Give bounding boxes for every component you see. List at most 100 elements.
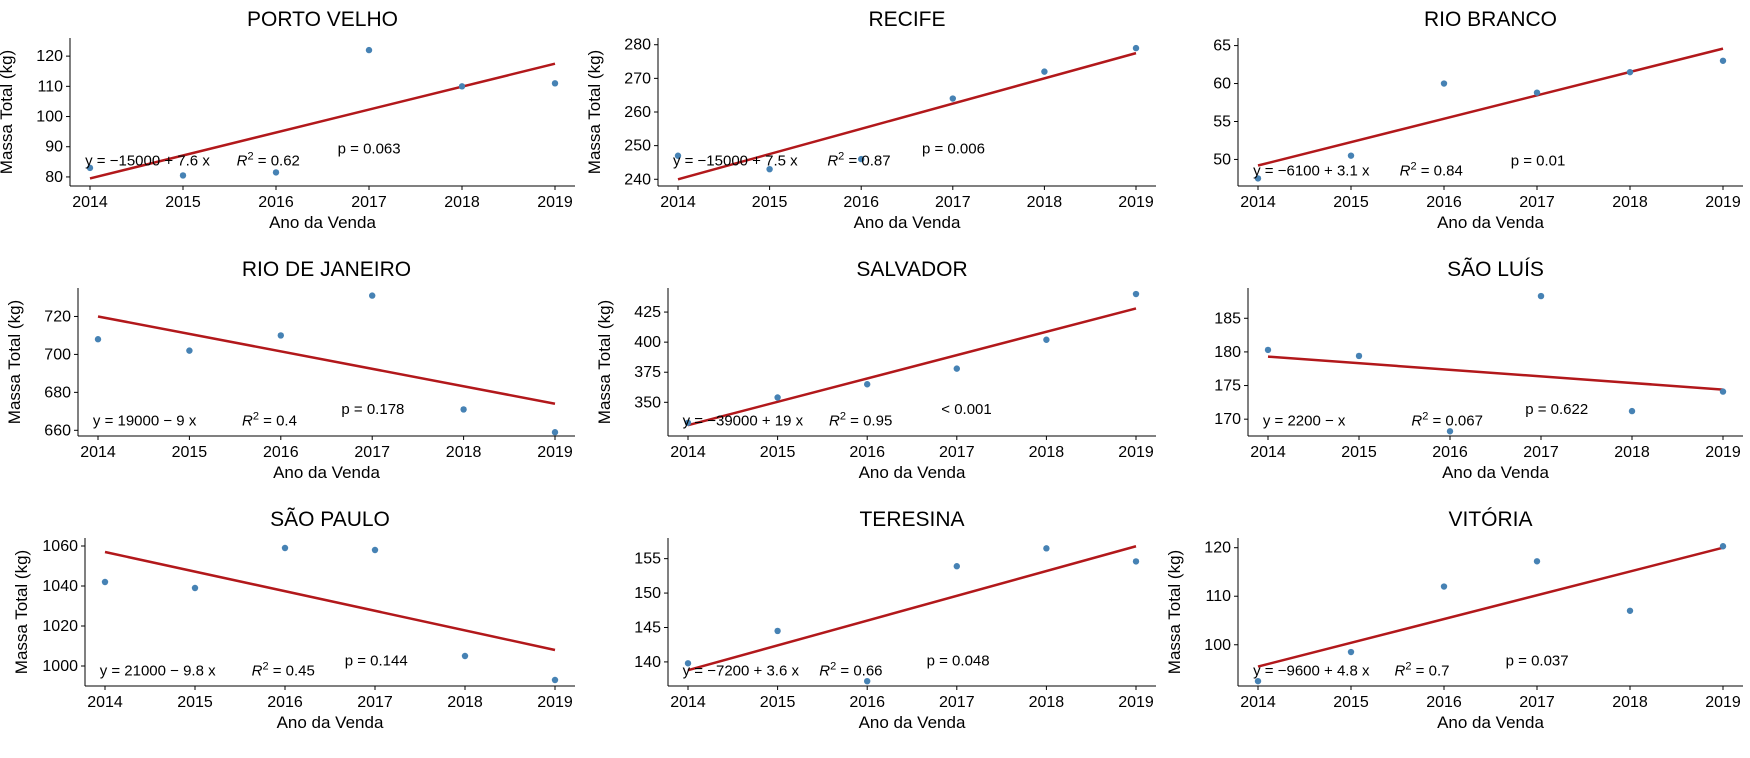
x-tick-label: 2015 <box>760 694 796 711</box>
regression-line <box>97 315 556 405</box>
regression-line <box>677 51 1137 181</box>
x-axis-label: Ano da Venda <box>273 463 380 482</box>
regression-equation: y = −7200 + 3.6 x <box>683 663 800 680</box>
x-tick-label: 2019 <box>1705 694 1741 711</box>
data-point <box>277 332 284 339</box>
r-squared-label: R2 = 0.067 <box>1411 411 1483 430</box>
y-tick-label: 140 <box>634 654 661 671</box>
y-tick-label: 110 <box>1205 588 1231 605</box>
y-tick-label: 280 <box>624 37 651 54</box>
x-axis-label: Ano da Venda <box>854 213 961 232</box>
data-point <box>1537 292 1545 300</box>
x-axis-label: Ano da Venda <box>277 713 384 732</box>
panel-title: TERESINA <box>859 508 964 531</box>
x-tick-label: 2019 <box>537 694 573 711</box>
r-squared-label: R2 = 0.84 <box>1400 161 1463 180</box>
x-tick-label: 2015 <box>760 444 796 461</box>
data-point <box>1628 407 1636 415</box>
y-tick-label: 425 <box>634 304 661 321</box>
x-tick-label: 2018 <box>446 444 482 461</box>
chart-panel-4: RIO DE JANEIRO 660 680 700 720 2014 2015 2016 20… <box>5 258 575 482</box>
y-tick-label: 170 <box>1214 411 1241 428</box>
x-tick-label: 2014 <box>1240 694 1276 711</box>
data-point <box>1347 648 1355 656</box>
regression-line <box>687 545 1137 672</box>
x-tick-label: 2019 <box>1118 194 1154 211</box>
regression-line <box>1267 355 1724 391</box>
x-tick-label: 2018 <box>1614 444 1650 461</box>
data-point <box>1446 428 1454 435</box>
data-point <box>1719 543 1727 550</box>
x-tick-label: 2014 <box>1250 444 1286 461</box>
data-point <box>365 46 373 54</box>
x-tick-label: 2015 <box>177 694 213 711</box>
x-tick-label: 2017 <box>939 694 975 711</box>
y-tick-label: 60 <box>1213 76 1231 93</box>
p-value-label: p = 0.048 <box>927 652 990 669</box>
r-squared-label: R2 = 0.87 <box>827 150 890 169</box>
y-axis-label: Massa Total (kg) <box>5 300 24 424</box>
x-axis-label: Ano da Venda <box>859 463 966 482</box>
y-tick-label: 120 <box>36 48 63 65</box>
r-squared-label: R2 = 0.4 <box>242 411 297 430</box>
x-axis-label: Ano da Venda <box>269 213 376 232</box>
x-axis-label: Ano da Venda <box>1437 213 1544 232</box>
x-tick-label: 2014 <box>80 444 116 461</box>
x-tick-label: 2018 <box>1612 194 1648 211</box>
y-tick-label: 55 <box>1213 113 1231 130</box>
panel-title: SÃO LUÍS <box>1447 257 1544 281</box>
regression-line <box>104 550 556 652</box>
y-tick-label: 250 <box>624 138 651 155</box>
x-tick-label: 2014 <box>660 194 696 211</box>
r-squared-label: R2 = 0.66 <box>819 661 882 680</box>
x-tick-label: 2016 <box>849 444 885 461</box>
y-axis-label: Massa Total (kg) <box>0 50 16 174</box>
data-point <box>551 676 559 684</box>
x-tick-label: 2017 <box>1519 194 1555 211</box>
p-value-label: < 0.001 <box>941 401 991 418</box>
y-axis-label: Massa Total (kg) <box>595 300 614 424</box>
r-squared-label: R2 = 0.62 <box>237 150 300 169</box>
y-tick-label: 1000 <box>42 658 78 675</box>
data-point <box>766 165 773 173</box>
x-axis-label: Ano da Venda <box>859 713 966 732</box>
data-point <box>461 652 469 660</box>
regression-line <box>89 62 556 180</box>
p-value-label: p = 0.006 <box>922 140 985 157</box>
r-squared-label: R2 = 0.7 <box>1395 661 1450 680</box>
r-squared-label: R2 = 0.45 <box>252 661 315 680</box>
y-tick-label: 375 <box>634 364 661 381</box>
data-point <box>1719 57 1727 64</box>
x-tick-label: 2019 <box>537 194 573 211</box>
panel-title: RIO DE JANEIRO <box>242 258 411 281</box>
x-tick-label: 2015 <box>1333 194 1369 211</box>
data-point <box>371 546 379 554</box>
x-tick-label: 2016 <box>258 194 294 211</box>
data-point <box>1254 677 1262 685</box>
data-point <box>1533 89 1541 96</box>
x-tick-label: 2014 <box>72 194 108 211</box>
x-tick-label: 2016 <box>1432 444 1468 461</box>
x-tick-label: 2018 <box>447 694 483 711</box>
y-tick-label: 350 <box>634 394 661 411</box>
data-point <box>858 155 865 163</box>
data-point <box>1254 175 1262 182</box>
x-tick-label: 2014 <box>1240 194 1276 211</box>
data-point <box>864 677 871 685</box>
panel-title: SÃO PAULO <box>270 507 390 531</box>
regression-equation: y = 19000 − 9 x <box>93 413 197 430</box>
regression-equation: y = 2200 − x <box>1263 413 1346 430</box>
chart-panel-7: SÃO PAULO 1000 1020 1040 1060 2014 2015 2016 201… <box>12 507 575 732</box>
x-tick-label: 2016 <box>267 694 303 711</box>
x-tick-label: 2017 <box>354 444 390 461</box>
p-value-label: p = 0.01 <box>1511 152 1566 169</box>
p-value-label: p = 0.178 <box>341 401 404 418</box>
y-tick-label: 100 <box>36 109 63 126</box>
x-tick-label: 2018 <box>1029 694 1065 711</box>
y-tick-label: 110 <box>37 78 63 95</box>
data-point <box>1041 68 1048 75</box>
data-point <box>179 172 187 179</box>
y-tick-label: 145 <box>634 619 661 636</box>
x-tick-label: 2016 <box>263 444 299 461</box>
